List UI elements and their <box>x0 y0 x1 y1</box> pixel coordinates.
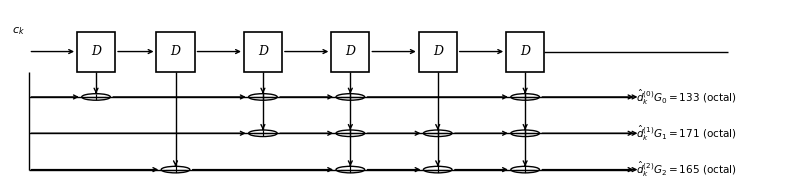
Text: D: D <box>258 45 268 58</box>
Bar <box>419 32 457 72</box>
Circle shape <box>82 94 111 100</box>
Circle shape <box>162 166 189 173</box>
Circle shape <box>511 94 540 100</box>
Circle shape <box>423 166 452 173</box>
Text: D: D <box>433 45 443 58</box>
Bar <box>77 32 115 72</box>
Text: D: D <box>345 45 355 58</box>
Text: D: D <box>91 45 101 58</box>
Circle shape <box>248 130 277 137</box>
Text: $c_k$: $c_k$ <box>12 25 25 37</box>
Circle shape <box>248 94 277 100</box>
Circle shape <box>336 130 365 137</box>
Text: $\hat{d}_{k}^{(2)}G_2 = 165$ (octal): $\hat{d}_{k}^{(2)}G_2 = 165$ (octal) <box>636 160 737 179</box>
Circle shape <box>336 166 365 173</box>
Bar <box>244 32 282 72</box>
Text: D: D <box>170 45 181 58</box>
Circle shape <box>336 94 365 100</box>
Circle shape <box>423 130 452 137</box>
Circle shape <box>511 166 540 173</box>
Bar <box>506 32 544 72</box>
Bar <box>157 32 194 72</box>
Bar <box>331 32 369 72</box>
Circle shape <box>511 130 540 137</box>
Text: D: D <box>520 45 530 58</box>
Text: $\hat{d}_{k}^{(0)}G_0 = 133$ (octal): $\hat{d}_{k}^{(0)}G_0 = 133$ (octal) <box>636 87 737 107</box>
Text: $\hat{d}_{k}^{(1)}G_1 = 171$ (octal): $\hat{d}_{k}^{(1)}G_1 = 171$ (octal) <box>636 124 737 143</box>
